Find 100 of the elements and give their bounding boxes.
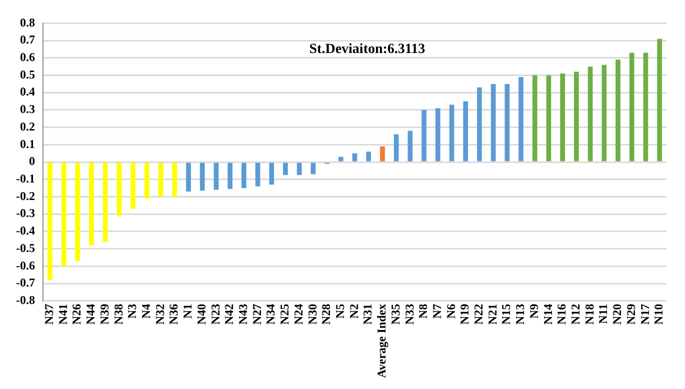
- bar: [588, 66, 593, 162]
- bar: [532, 75, 538, 162]
- x-tick-label: N17: [638, 304, 652, 325]
- x-tick-label: N25: [278, 304, 292, 325]
- bar: [546, 75, 552, 162]
- bar: [296, 162, 302, 176]
- x-tick-label: N8: [416, 304, 430, 319]
- bar: [214, 162, 219, 190]
- x-tick-label: N43: [236, 304, 250, 325]
- x-tick-label: N16: [554, 304, 569, 325]
- bar: [269, 162, 274, 185]
- annotation: St.Deviaiton:6.3113: [309, 42, 426, 58]
- y-tick-label: -0.5: [16, 240, 35, 255]
- y-tick-label: 0.3: [20, 102, 35, 116]
- x-tick-label: N3: [125, 304, 140, 319]
- y-tick-label: -0.2: [16, 188, 35, 203]
- x-tick-label: N39: [97, 304, 112, 325]
- x-tick-label: N10: [652, 304, 666, 325]
- y-tick-label: 0.1: [20, 136, 35, 151]
- x-tick-label: Average Index: [374, 304, 389, 378]
- bar: [504, 84, 510, 162]
- bar: [158, 162, 164, 197]
- bar: [602, 64, 607, 162]
- x-tick-label: N13: [513, 304, 528, 325]
- bar: [283, 162, 288, 176]
- y-tick-label: -0.7: [16, 276, 35, 290]
- x-tick-label: N2: [346, 304, 361, 319]
- y-tick-label: -0.6: [16, 258, 35, 272]
- bar: [200, 162, 205, 191]
- bar: [130, 162, 136, 209]
- y-tick-label: -0.4: [16, 224, 35, 238]
- bar: [48, 162, 52, 280]
- bar: [574, 72, 579, 162]
- bar: [629, 52, 634, 162]
- x-tick-label: N15: [499, 304, 514, 325]
- bar: [172, 162, 178, 197]
- x-tick-label: N30: [305, 304, 320, 325]
- bar: [338, 156, 344, 162]
- bar: [463, 101, 468, 162]
- x-tick-label: N33: [402, 304, 416, 325]
- x-tick-label: N35: [388, 304, 402, 325]
- x-tick-label: N24: [291, 304, 306, 325]
- x-tick-label: N14: [540, 304, 555, 325]
- y-tick-label: 0.7: [20, 32, 35, 47]
- x-tick-label: N40: [194, 304, 208, 325]
- x-tick-label: N22: [472, 304, 486, 325]
- x-tick-label: N18: [582, 304, 596, 325]
- bar: [449, 104, 454, 162]
- bar: [518, 77, 524, 162]
- bar: [310, 162, 316, 174]
- bar: [102, 162, 108, 242]
- x-tick-label: N19: [458, 304, 472, 325]
- y-tick-label: 0: [28, 154, 35, 168]
- x-tick-label: N12: [568, 304, 583, 325]
- bar: [490, 84, 496, 162]
- bar: [394, 134, 399, 162]
- bar: [116, 162, 122, 216]
- bar: [255, 162, 260, 186]
- y-tick-label: -0.8: [16, 292, 35, 307]
- bar: [408, 130, 413, 162]
- x-tick-label: N20: [610, 304, 624, 325]
- bar: [435, 108, 440, 162]
- bar: [352, 153, 358, 162]
- x-tick-label: N44: [84, 304, 98, 325]
- x-tick-label: N5: [332, 304, 347, 319]
- x-tick-label: N29: [624, 304, 638, 325]
- bar: [366, 152, 372, 162]
- x-tick-label: N9: [526, 304, 541, 319]
- bar: [616, 60, 620, 162]
- x-tick-label: N6: [444, 304, 458, 319]
- y-tick-label: 0.6: [20, 50, 35, 64]
- y-tick-label: 0.2: [20, 119, 35, 134]
- bar: [61, 162, 66, 266]
- x-tick-label: N37: [42, 304, 56, 325]
- x-tick-label: N32: [152, 304, 167, 325]
- x-tick-label: N34: [264, 304, 278, 325]
- bar: [477, 87, 482, 162]
- bar: [657, 38, 662, 162]
- y-tick-label: 0.8: [20, 15, 35, 30]
- bar: [241, 162, 246, 188]
- bar: [228, 162, 232, 189]
- y-tick-label: -0.1: [16, 172, 35, 186]
- bar: [422, 110, 426, 162]
- bar: [75, 162, 80, 261]
- x-tick-label: N31: [360, 304, 375, 325]
- x-tick-label: N27: [250, 304, 264, 325]
- x-tick-label: N7: [430, 304, 444, 319]
- x-tick-label: N1: [180, 304, 195, 319]
- x-tick-label: N41: [56, 304, 70, 325]
- x-tick-label: N42: [222, 304, 236, 325]
- x-tick-label: N38: [111, 304, 126, 325]
- bar: [560, 74, 565, 162]
- bar: [89, 162, 94, 246]
- bar: [186, 162, 191, 192]
- y-tick-label: 0.4: [20, 84, 35, 99]
- y-tick-label: 0.5: [20, 67, 35, 82]
- x-tick-label: N23: [208, 304, 222, 325]
- x-tick-label: N11: [596, 304, 610, 324]
- bar: [380, 146, 385, 162]
- bar: [643, 52, 648, 162]
